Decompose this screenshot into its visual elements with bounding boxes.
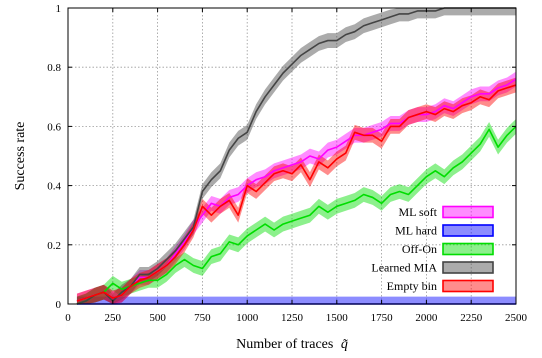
axis-ticks: 0 250 500 750 1000 1250 1500 1750 2000 2250 2500 0 0… bbox=[47, 3, 527, 324]
x-axis-label-symbol: q̃ bbox=[341, 337, 348, 352]
series-bands bbox=[76, 8, 517, 304]
x-tick-label: 2500 bbox=[505, 312, 528, 324]
y-tick-label: 1 bbox=[56, 3, 62, 15]
series-line-empty-bin bbox=[76, 84, 517, 302]
x-tick-label: 1000 bbox=[236, 312, 259, 324]
y-tick-label: 0.2 bbox=[47, 240, 61, 252]
series-band-empty-bin bbox=[76, 77, 517, 304]
series-band-off-on bbox=[76, 119, 517, 304]
legend-swatch-empty-bin bbox=[442, 279, 494, 293]
series-band-ml-hard bbox=[76, 296, 517, 304]
legend-label-empty-bin: Empty bin bbox=[387, 279, 437, 293]
legend-swatch-ml-hard bbox=[442, 224, 494, 237]
x-tick-label: 750 bbox=[194, 312, 211, 324]
x-tick-label: 1250 bbox=[281, 312, 304, 324]
x-axis-label: Number of traces q̃ bbox=[236, 337, 348, 352]
legend: ML soft ML hard Off-On Learned MIA Empty bin bbox=[371, 205, 494, 293]
x-tick-label: 2250 bbox=[460, 312, 483, 324]
x-axis-label-text: Number of traces bbox=[236, 337, 333, 352]
y-tick-label: 0 bbox=[56, 299, 62, 311]
legend-swatch-off-on bbox=[442, 242, 494, 256]
legend-label-ml-hard: ML hard bbox=[395, 224, 437, 238]
legend-label-ml-soft: ML soft bbox=[398, 205, 437, 219]
x-tick-label: 1750 bbox=[371, 312, 394, 324]
legend-swatch-ml-soft bbox=[442, 205, 494, 219]
y-tick-label: 0.8 bbox=[47, 62, 61, 74]
x-tick-label: 1500 bbox=[326, 312, 349, 324]
legend-swatch-learned-mia bbox=[442, 261, 494, 274]
x-tick-label: 2000 bbox=[415, 312, 438, 324]
series-band-learned-mia bbox=[76, 8, 517, 304]
x-tick-label: 500 bbox=[149, 312, 166, 324]
legend-label-off-on: Off-On bbox=[402, 242, 437, 256]
y-tick-label: 0.6 bbox=[47, 121, 61, 133]
grid bbox=[67, 7, 517, 305]
legend-label-learned-mia: Learned MIA bbox=[371, 261, 437, 275]
series-line-off-on bbox=[76, 125, 517, 305]
x-tick-label: 0 bbox=[65, 312, 71, 324]
y-tick-label: 0.4 bbox=[47, 181, 61, 193]
series-band-ml-soft bbox=[76, 71, 517, 304]
x-tick-label: 250 bbox=[105, 312, 122, 324]
y-axis-label: Success rate bbox=[13, 122, 28, 191]
